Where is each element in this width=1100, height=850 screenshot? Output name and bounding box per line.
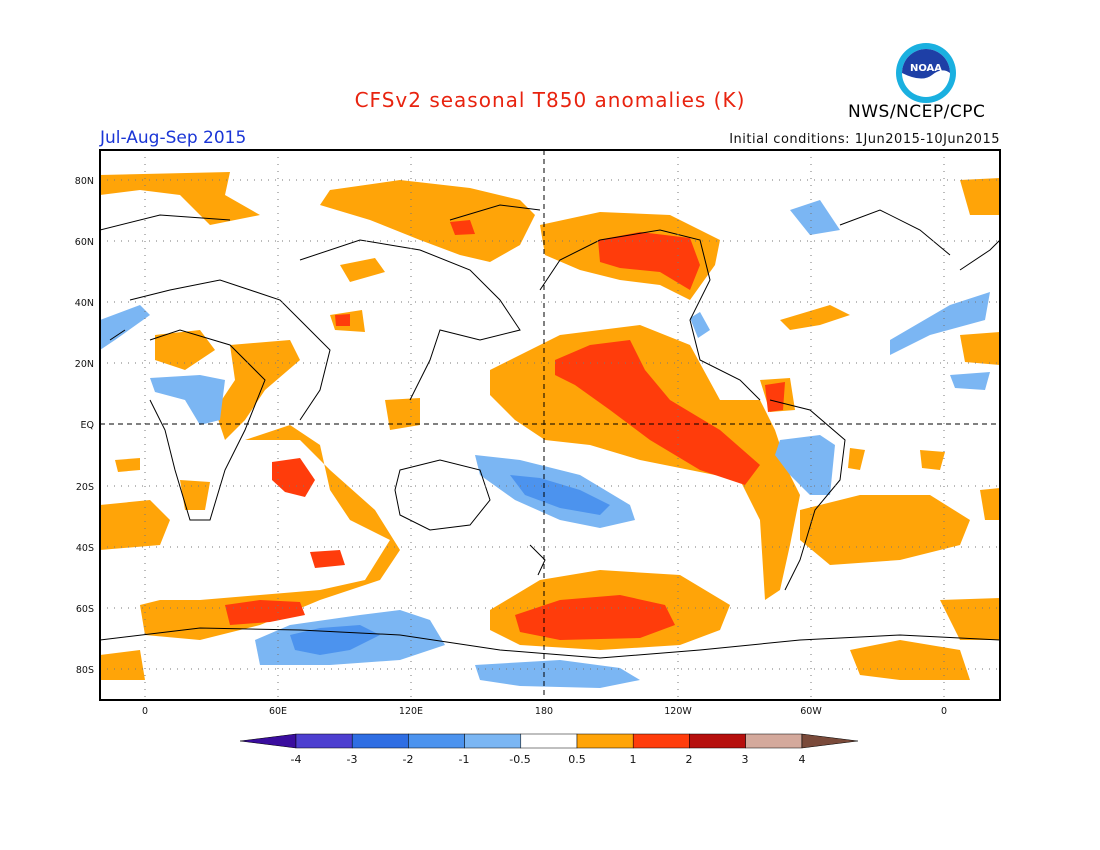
lat-tick: 60S	[76, 604, 94, 615]
lon-tick: 60E	[269, 706, 287, 717]
lat-tick: 40N	[75, 298, 94, 309]
colorbar-label: -4	[291, 753, 302, 766]
lon-tick: 0	[142, 706, 148, 717]
lon-tick: 120E	[399, 706, 423, 717]
colorbar-cell	[520, 733, 578, 749]
equator-dateline	[100, 150, 1000, 700]
colorbar-label: 4	[799, 753, 806, 766]
forecast-period: Jul-Aug-Sep 2015	[100, 128, 247, 148]
strong-warm-anomaly-regions	[225, 220, 785, 640]
graticule	[100, 150, 1000, 700]
colorbar-label: -0.5	[509, 753, 530, 766]
colorbar-label: -2	[403, 753, 414, 766]
colorbar-high-arrow	[801, 733, 859, 749]
colorbar-cell	[689, 733, 746, 749]
colorbar-cell	[464, 733, 522, 749]
lat-tick: 60N	[75, 237, 94, 248]
lat-tick: 20N	[75, 359, 94, 370]
longitude-axis: 0 60E 120E 180 120W 60W 0	[142, 706, 947, 717]
noaa-logo-icon: NOAA	[896, 43, 956, 103]
lat-tick: 80N	[75, 176, 94, 187]
colorbar-label: -1	[459, 753, 470, 766]
colorbar-low-arrow	[239, 733, 297, 749]
colorbar-cell	[632, 733, 690, 749]
colorbar-cell	[295, 733, 353, 749]
colorbar-label: 0.5	[568, 753, 586, 766]
colorbar: -4 -3 -2 -1 -0.5 0.5 1 2 3 4	[239, 733, 859, 766]
lon-tick: 120W	[664, 706, 692, 717]
map-frame	[99, 149, 1001, 701]
initial-conditions: Initial conditions: 1Jun2015-10Jun2015	[729, 132, 1000, 147]
colorbar-cell	[576, 733, 634, 749]
lon-tick: 180	[535, 706, 553, 717]
colorbar-label: 1	[630, 753, 637, 766]
latitude-axis: 80N 60N 40N 20N EQ 20S 40S 60S 80S	[75, 176, 94, 676]
lat-tick: EQ	[81, 420, 94, 431]
lat-tick: 20S	[76, 482, 94, 493]
lat-tick: 40S	[76, 543, 94, 554]
map-title: CFSv2 seasonal T850 anomalies (K)	[354, 88, 746, 112]
agency-label: NWS/NCEP/CPC	[848, 102, 986, 122]
colorbar-cell	[408, 733, 465, 749]
logo-text: NOAA	[910, 63, 942, 74]
colorbar-label: 2	[686, 753, 693, 766]
colorbar-cell	[351, 733, 409, 749]
lon-tick: 0	[941, 706, 947, 717]
colorbar-cell	[745, 733, 803, 749]
colorbar-label: -3	[347, 753, 358, 766]
lat-tick: 80S	[76, 665, 94, 676]
colorbar-label: 3	[742, 753, 749, 766]
lon-tick: 60W	[800, 706, 822, 717]
coastlines	[100, 204, 1000, 659]
